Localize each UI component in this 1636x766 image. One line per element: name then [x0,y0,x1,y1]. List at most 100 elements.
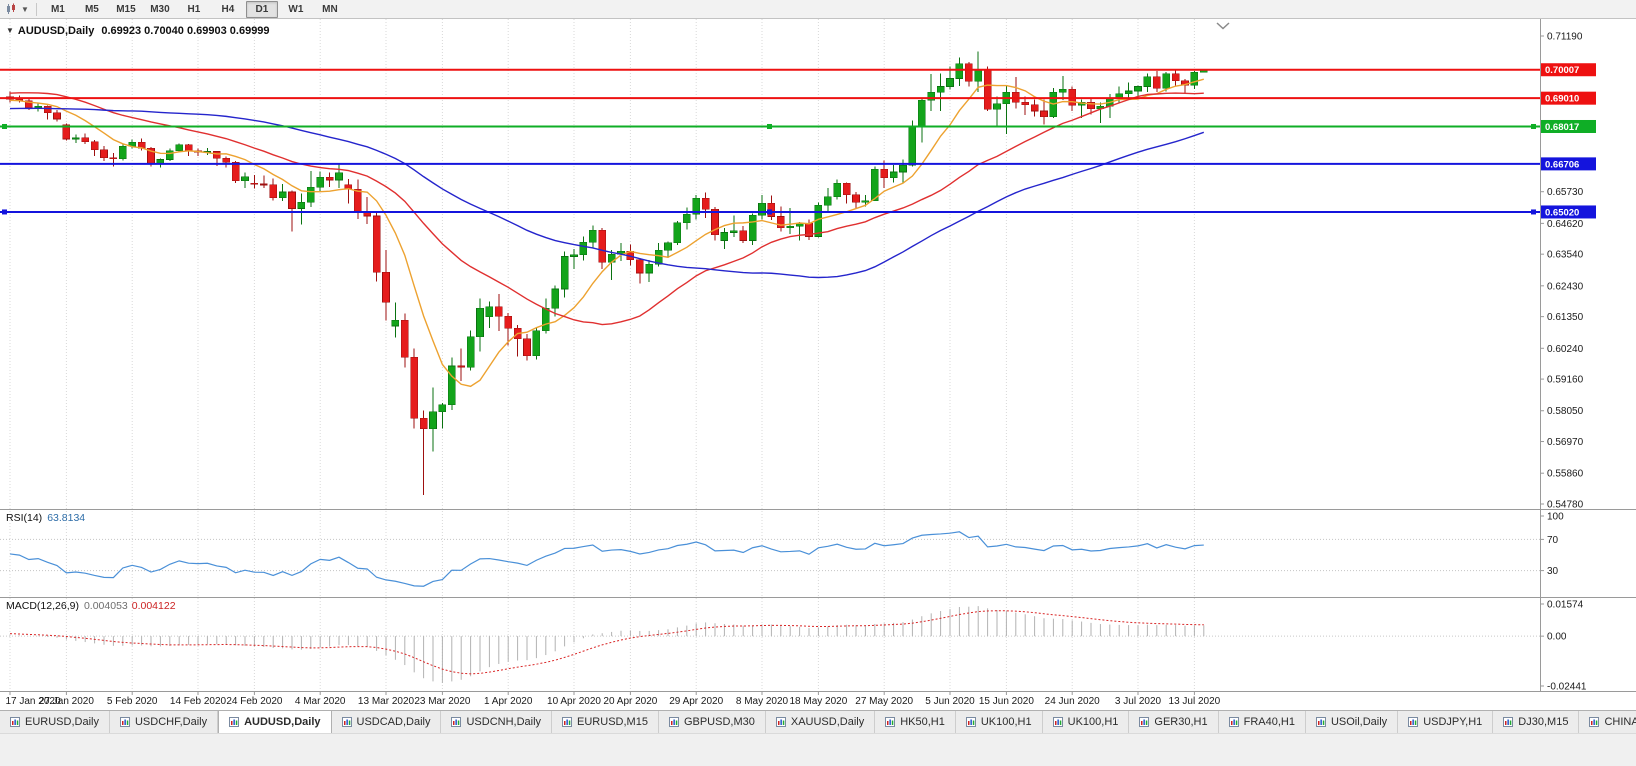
chart-tab-dj30-m15[interactable]: DJ30,M15 [1493,711,1580,733]
timeframe-toolbar: ▼ M1 M5 M15 M30 H1 H4 D1 W1 MN [0,0,1636,19]
chart-tab-usdchf-daily[interactable]: USDCHF,Daily [109,711,219,733]
chart-tab-xauusd-daily[interactable]: XAUUSD,Daily [765,711,876,733]
rsi-axis-label: 30 [1547,566,1559,577]
chart-tab-hk50-h1[interactable]: HK50,H1 [875,711,956,733]
chart-tab-icon [965,717,976,727]
time-axis-label: 13 Mar 2020 [358,696,415,707]
price-badge [1541,205,1596,219]
chart-tab-usdcnh-daily[interactable]: USDCNH,Daily [441,711,553,733]
chevron-down-icon: ▼ [21,4,29,14]
macd-signal-value: 0.004122 [131,600,176,612]
line-handle[interactable] [1531,123,1536,129]
rsi-axis-label: 100 [1547,512,1564,523]
timeframe-button-d1[interactable]: D1 [245,0,278,18]
time-axis-label: 15 Jun 2020 [979,696,1034,707]
chart-window: 0.711900.701100.690000.679200.668100.657… [0,19,1636,710]
chart-shift-marker-icon[interactable] [1216,22,1230,30]
chart-tab-icon [1589,717,1600,727]
chart-tab-usoil-daily[interactable]: USOil,Daily [1305,711,1399,733]
status-bar [0,733,1636,766]
timeframe-button-w1[interactable]: W1 [288,3,304,15]
line-handle[interactable] [767,209,772,215]
time-axis-label: 8 May 2020 [736,696,789,707]
chart-tab-eurusd-daily[interactable]: EURUSD,Daily [0,711,110,733]
line-handle[interactable] [2,123,7,129]
grid-lines [9,19,1195,691]
time-axis-label: 14 Feb 2020 [170,696,227,707]
chart-tab-icon [229,717,240,727]
price-axis-label: 0.60240 [1547,344,1584,355]
price-badge-label: 0.70007 [1545,65,1579,76]
chart-type-dropdown[interactable]: ▼ [3,1,32,18]
chart-tab-icon [1503,717,1514,727]
chart-tab-gbpusd-m30[interactable]: GBPUSD,M30 [658,711,766,733]
chart-tab-label: CHINA300,H4 [1604,716,1636,728]
chart-symbol-ohlc-label: ▼ AUDUSD,Daily 0.69923 0.70040 0.69903 0.6… [6,25,270,37]
price-badge-label: 0.69010 [1545,94,1579,105]
chart-tab-icon [885,717,896,727]
chart-tab-label: GER30,H1 [1154,716,1208,728]
time-axis-label: 5 Feb 2020 [107,696,158,707]
timeframe-button-h1[interactable]: H1 [187,3,201,15]
chart-tab-icon [451,717,462,727]
timeframe-button-m15[interactable]: M15 [116,3,136,15]
rsi-indicator-label: RSI(14) 63.8134 [6,512,85,524]
price-axis-label: 0.56970 [1547,437,1584,448]
macd-axis-label: -0.02441 [1547,682,1587,693]
chart-tab-usdcad-daily[interactable]: USDCAD,Daily [331,711,442,733]
price-badge-label: 0.66706 [1545,159,1579,170]
chart-tab-eurusd-m15[interactable]: EURUSD,M15 [552,711,659,733]
chart-tab-uk100-h1[interactable]: UK100,H1 [955,711,1043,733]
chart-tab-china300-h4[interactable]: CHINA300,H4 [1579,711,1636,733]
chart-tab-fra40-h1[interactable]: FRA40,H1 [1218,711,1306,733]
chart-tab-label: GBPUSD,M30 [683,716,755,728]
price-badge [1541,91,1596,105]
chart-tab-label: EURUSD,M15 [577,716,648,728]
chart-tab-usdjpy-h1[interactable]: USDJPY,H1 [1398,711,1494,733]
price-axis-label: 0.55860 [1547,469,1584,480]
collapse-arrow-icon[interactable]: ▼ [6,26,14,35]
chart-tab-label: AUDUSD,Daily [244,716,321,728]
time-axis-label: 27 Jan 2020 [39,696,94,707]
price-axis-label: 0.63540 [1547,250,1584,261]
chart-tab-audusd-daily[interactable]: AUDUSD,Daily [218,711,332,733]
macd-series [0,606,1540,683]
timeframe-button-m5[interactable]: M5 [84,3,99,15]
price-chart[interactable]: 0.711900.701100.690000.679200.668100.657… [0,19,1636,710]
chart-tab-label: USDCNH,Daily [466,716,542,728]
line-handle[interactable] [767,123,772,129]
chart-tab-uk100-h1[interactable]: UK100,H1 [1042,711,1130,733]
line-handle[interactable] [1531,209,1536,215]
chart-tab-label: FRA40,H1 [1243,716,1295,728]
chart-tab-label: EURUSD,Daily [25,716,99,728]
price-axis[interactable]: 0.711900.701100.690000.679200.668100.657… [1540,32,1596,693]
macd-signal-line [9,610,1204,675]
timeframe-button-h4[interactable]: H4 [221,3,235,15]
price-axis-label: 0.62430 [1547,281,1584,292]
chart-ohlc-values: 0.69923 0.70040 0.69903 0.69999 [101,25,270,37]
price-badge [1541,63,1596,77]
chart-title: AUDUSD,Daily [17,25,95,37]
timeframe-button-mn[interactable]: MN [322,3,338,15]
rsi-series [0,531,1540,587]
chart-tab-icon [1408,717,1419,727]
line-handle[interactable] [2,209,7,215]
price-axis-label: 0.65730 [1547,187,1584,198]
chart-tab-label: XAUUSD,Daily [790,716,865,728]
chart-tab-ger30-h1[interactable]: GER30,H1 [1129,711,1219,733]
macd-indicator-label: MACD(12,26,9) 0.004053 0.004122 [6,600,176,612]
time-axis-label: 23 Mar 2020 [414,696,471,707]
price-badge [1541,157,1596,171]
chart-tab-label: UK100,H1 [1067,716,1119,728]
moving-average-line-50 [9,107,1205,279]
time-axis-label: 20 Apr 2020 [603,696,657,707]
chart-tab-icon [1052,717,1063,727]
timeframe-button-m1[interactable]: M1 [50,3,65,15]
time-axis-label: 18 May 2020 [789,696,847,707]
timeframe-button-m30[interactable]: M30 [150,3,170,15]
price-axis-label: 0.59160 [1547,375,1584,386]
price-badge-label: 0.68017 [1545,122,1579,133]
chart-tab-icon [1139,717,1150,727]
price-badge [1541,119,1596,133]
